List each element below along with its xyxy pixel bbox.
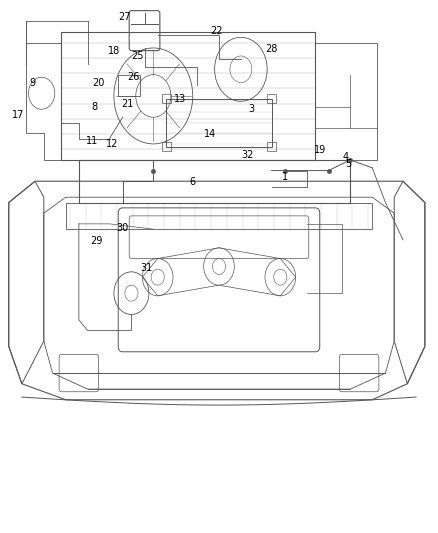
Text: 22: 22 [211, 26, 223, 36]
Text: 26: 26 [127, 72, 140, 82]
Text: 13: 13 [173, 94, 186, 103]
Text: 8: 8 [91, 102, 97, 111]
Text: 32: 32 [241, 150, 254, 159]
Text: 28: 28 [265, 44, 278, 54]
Text: 12: 12 [106, 139, 118, 149]
Text: 25: 25 [132, 51, 144, 61]
Text: 27: 27 [119, 12, 131, 22]
Text: 20: 20 [92, 78, 105, 87]
Text: 19: 19 [314, 146, 326, 155]
Text: 4: 4 [343, 152, 349, 161]
Text: 3: 3 [249, 104, 255, 114]
Text: 9: 9 [30, 78, 36, 87]
Text: 17: 17 [12, 110, 25, 119]
Text: 1: 1 [282, 172, 288, 182]
Text: 5: 5 [345, 159, 351, 169]
Text: 14: 14 [204, 130, 216, 139]
Text: 11: 11 [86, 136, 98, 146]
Text: 30: 30 [117, 223, 129, 233]
Text: 31: 31 [141, 263, 153, 272]
Text: 6: 6 [190, 177, 196, 187]
Text: 18: 18 [108, 46, 120, 55]
Text: 29: 29 [90, 236, 102, 246]
Text: 21: 21 [121, 99, 133, 109]
